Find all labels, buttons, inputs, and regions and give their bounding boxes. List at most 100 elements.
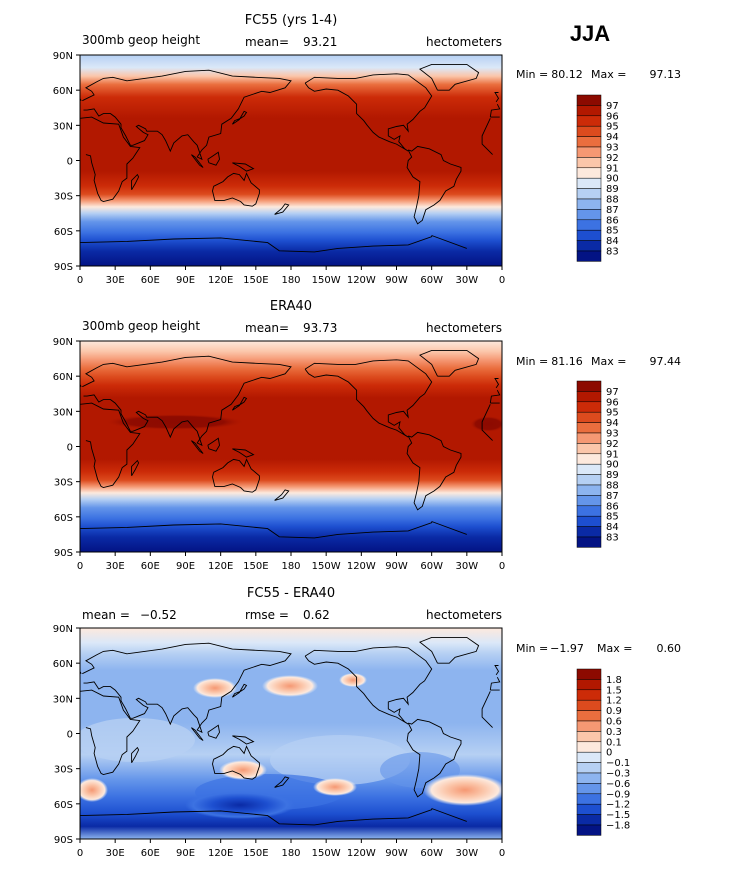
legend-swatch — [576, 453, 602, 465]
legend-label: 85 — [606, 226, 619, 237]
coastline — [191, 154, 204, 168]
lat-tick-label: 60S — [54, 513, 73, 524]
legend-label: −1.5 — [606, 810, 630, 821]
lat-tick-label: 90S — [54, 835, 73, 846]
legend-swatch — [576, 474, 602, 486]
warm-anomaly — [313, 778, 357, 796]
lat-tick-label: 30S — [54, 765, 73, 776]
lat-tick-label: 30N — [53, 407, 73, 418]
legend-label: 96 — [606, 111, 619, 122]
legend-label: 89 — [606, 470, 619, 481]
legend-swatch — [576, 422, 602, 434]
legend-swatch — [576, 250, 602, 262]
min-max-readout: Min = 81.16 Max = 97.44 — [516, 355, 681, 368]
coastline — [212, 458, 260, 493]
lat-tick-label: 30S — [54, 478, 73, 489]
saharan-high-core — [470, 416, 502, 432]
legend-label: 84 — [606, 236, 619, 247]
min-label: Min = — [516, 68, 548, 81]
lon-tick-label: 120E — [208, 275, 233, 286]
legend-label: −1.2 — [606, 800, 630, 811]
variable-label: 300mb geop height — [82, 319, 200, 333]
coastlines — [80, 636, 501, 826]
legend-label: 97 — [606, 387, 619, 398]
color-legend: 1.81.51.20.90.60.30.10−0.1−0.3−0.6−0.9−1… — [576, 668, 630, 836]
max-value: 0.60 — [657, 642, 682, 655]
legend-label: 86 — [606, 215, 619, 226]
lon-tick-label: 0 — [77, 275, 83, 286]
lon-tick-label: 30W — [456, 848, 479, 859]
lat-tick-label: 60N — [53, 659, 73, 670]
legend-label: −1.8 — [606, 821, 630, 832]
legend-label: 86 — [606, 501, 619, 512]
legend-swatch — [576, 803, 602, 815]
legend-label: 93 — [606, 429, 619, 440]
legend-swatch — [576, 814, 602, 826]
lat-tick-label: 90N — [53, 337, 73, 348]
panel-title: ERA40 — [270, 299, 312, 314]
legend-label: 96 — [606, 397, 619, 408]
zonal-field — [80, 341, 502, 552]
legend-swatch — [576, 188, 602, 200]
legend-label: 94 — [606, 418, 619, 429]
coastline — [207, 151, 220, 166]
coastline — [207, 724, 220, 739]
legend-label: 1.8 — [606, 675, 622, 686]
legend-label: 0 — [606, 748, 612, 759]
lon-tick-label: 120W — [347, 848, 376, 859]
legend-swatch — [576, 731, 602, 743]
coastline — [304, 359, 433, 438]
mean-value: −0.52 — [140, 608, 177, 622]
legend-swatch — [576, 751, 602, 763]
axis-ticks: 90N 60N 30N 0 30S 60S 90S 0 30E 60E 90E 120E 150E 180… — [53, 624, 505, 859]
coastline — [131, 173, 140, 191]
max-label: Max = — [591, 355, 626, 368]
legend-swatch — [576, 679, 602, 691]
lon-tick-label: 180 — [281, 561, 300, 572]
lat-tick-label: 30S — [54, 192, 73, 203]
lon-tick-label: 120E — [208, 848, 233, 859]
legend-label: 92 — [606, 439, 619, 450]
legend-swatch — [576, 772, 602, 784]
contour-field — [80, 55, 502, 266]
lon-tick-label: 30E — [106, 848, 125, 859]
lat-tick-label: 30N — [53, 121, 73, 132]
legend-swatch — [576, 157, 602, 169]
legend-swatch — [576, 219, 602, 231]
legend-label: 84 — [606, 522, 619, 533]
lon-tick-label: 0 — [499, 561, 505, 572]
warm-anomaly — [80, 778, 108, 802]
lat-tick-label: 60S — [54, 800, 73, 811]
legend-label: 87 — [606, 491, 619, 502]
coastline — [232, 110, 248, 125]
legend-swatch — [576, 526, 602, 538]
coastline — [212, 745, 260, 780]
legend-swatch — [576, 240, 602, 252]
coastline — [82, 355, 501, 447]
units-label: hectometers — [426, 35, 502, 49]
lat-tick-label: 60N — [53, 372, 73, 383]
lon-tick-label: 30W — [456, 561, 479, 572]
lon-tick-label: 60W — [420, 275, 443, 286]
lat-tick-label: 90S — [54, 262, 73, 273]
legend-swatch — [576, 391, 602, 403]
rmse-label: rmse = — [245, 608, 289, 622]
lat-tick-label: 60N — [53, 86, 73, 97]
legend-label: 0.3 — [606, 727, 622, 738]
legend-swatch — [576, 229, 602, 241]
legend-swatch — [576, 146, 602, 158]
coastline — [80, 808, 467, 826]
max-value: 97.13 — [650, 68, 682, 81]
legend-swatch — [576, 710, 602, 722]
legend-label: 88 — [606, 195, 619, 206]
legend-swatch — [576, 125, 602, 137]
legend-swatch — [576, 94, 602, 106]
legend-label: 0.9 — [606, 706, 622, 717]
lon-tick-label: 90E — [176, 275, 195, 286]
legend-swatch — [576, 668, 602, 680]
legend-swatch — [576, 463, 602, 475]
coastline — [82, 642, 501, 734]
legend-label: −0.3 — [606, 769, 630, 780]
legend-swatch — [576, 505, 602, 517]
coastlines — [80, 63, 501, 253]
